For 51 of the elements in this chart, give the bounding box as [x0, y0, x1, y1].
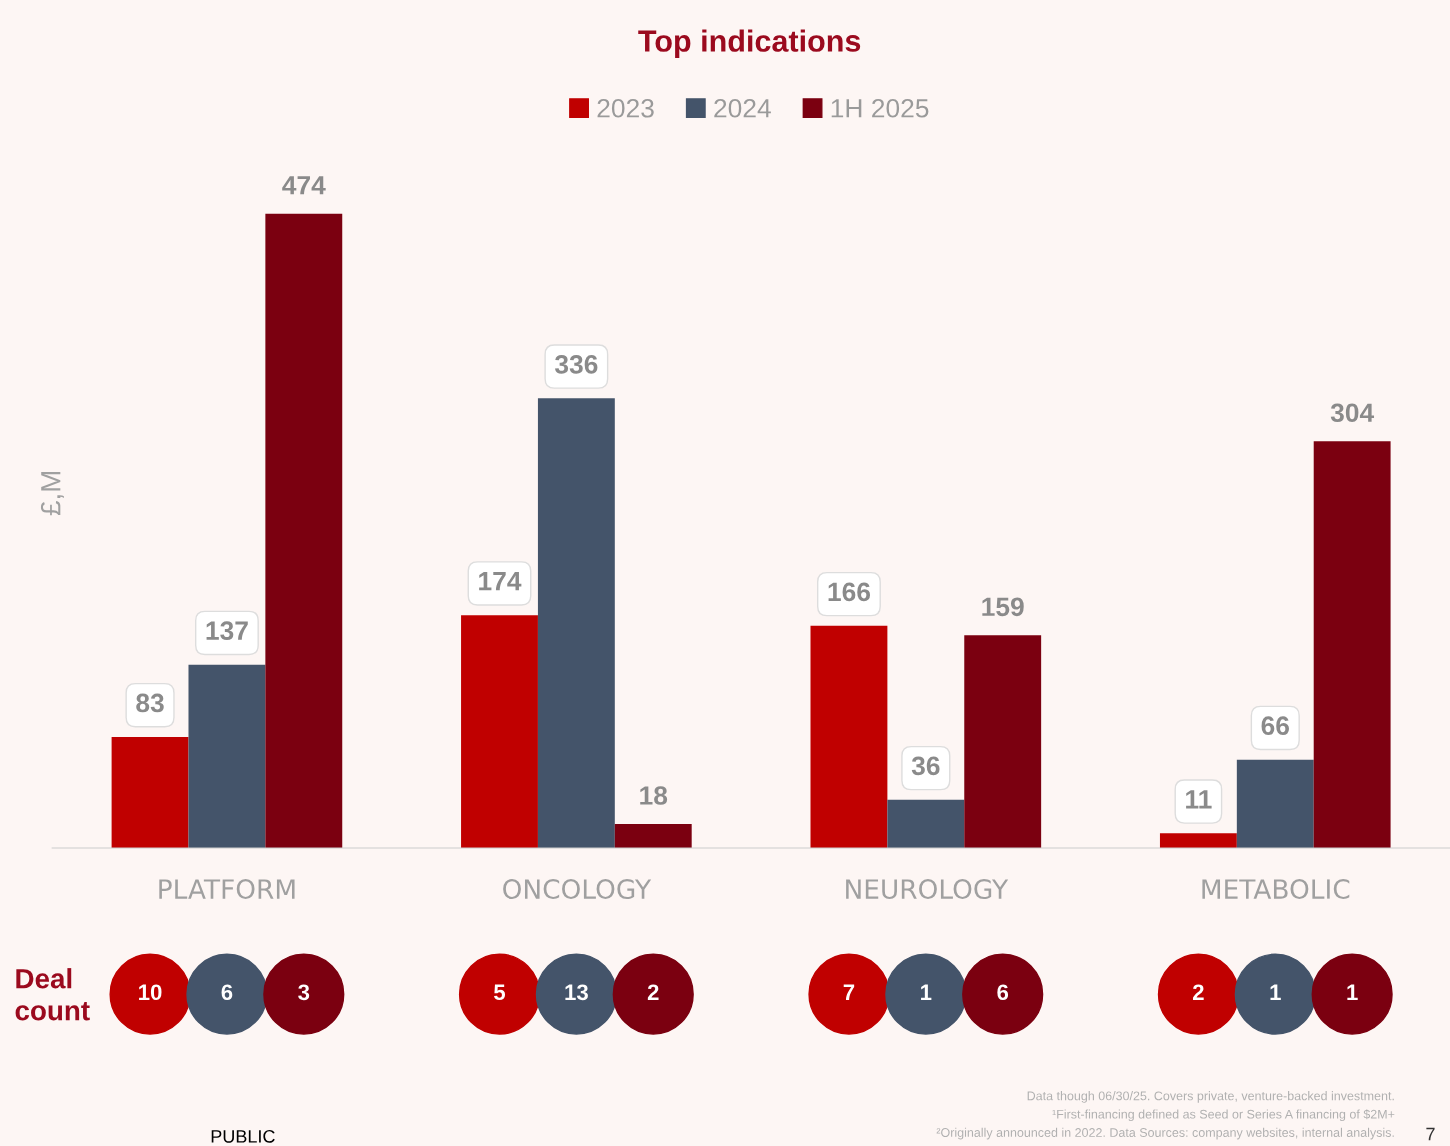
- data-label: 2: [647, 984, 659, 1000]
- data-label: 1: [921, 984, 932, 1000]
- x-tick-label: NEUROLOGY: [846, 879, 1009, 900]
- legend-label: 2023: [597, 98, 654, 118]
- data-label: 1: [1347, 984, 1358, 1000]
- bar: [537, 398, 615, 849]
- data-label: 1: [1270, 984, 1281, 1000]
- chart-title: Top indications: [638, 29, 861, 58]
- bar: [964, 635, 1042, 849]
- data-label: 137: [206, 621, 248, 641]
- bar: [265, 213, 343, 849]
- data-label: 159: [982, 597, 1024, 617]
- text: Deal count: [15, 968, 90, 1021]
- data-label: 336: [554, 355, 598, 374]
- bar: [188, 664, 266, 849]
- data-label: 5: [494, 984, 506, 1001]
- bar: [461, 615, 538, 849]
- data-label: 2: [1192, 984, 1204, 1000]
- text: 7: [1426, 1127, 1435, 1141]
- data-label: 18: [640, 786, 668, 805]
- data-label: 6: [997, 984, 1009, 1001]
- data-label: 166: [828, 582, 871, 602]
- data-label: 7: [843, 984, 855, 1000]
- bar: [1236, 759, 1314, 849]
- data-label: 11: [1186, 790, 1212, 809]
- data-label: 10: [139, 984, 162, 1001]
- data-label: 174: [479, 572, 522, 591]
- text: ¹First-financing defined as Seed or Series A financing of $2M+: [1052, 1109, 1395, 1122]
- bar: [111, 736, 189, 849]
- x-tick-label: ONCOLOGY: [503, 879, 652, 900]
- bar: [887, 799, 965, 849]
- bar: [1313, 441, 1391, 849]
- bar: [614, 823, 692, 849]
- data-label: 66: [1261, 716, 1289, 736]
- data-label: 304: [1330, 403, 1375, 423]
- data-label: 6: [221, 984, 233, 1001]
- legend-label: 1H 2025: [831, 98, 929, 118]
- y-axis-title: £,M: [40, 471, 64, 516]
- x-tick-label: METABOLIC: [1202, 879, 1350, 900]
- data-label: 83: [136, 693, 164, 713]
- data-label: 13: [565, 984, 588, 1001]
- bar: [810, 625, 888, 849]
- x-tick-label: PLATFORM: [159, 879, 295, 900]
- text: Data though 06/30/25. Covers private, venture-backed investment.: [1027, 1091, 1394, 1103]
- text: PUBLIC: [211, 1129, 275, 1143]
- text: ²Originally announced in 2022. Data Sources: company websites, internal analysis.: [936, 1127, 1394, 1140]
- legend-label: 2024: [714, 98, 771, 118]
- data-label: 474: [282, 176, 326, 195]
- data-label: 36: [911, 756, 940, 776]
- data-label: 3: [298, 984, 310, 1001]
- bar: [1159, 833, 1237, 849]
